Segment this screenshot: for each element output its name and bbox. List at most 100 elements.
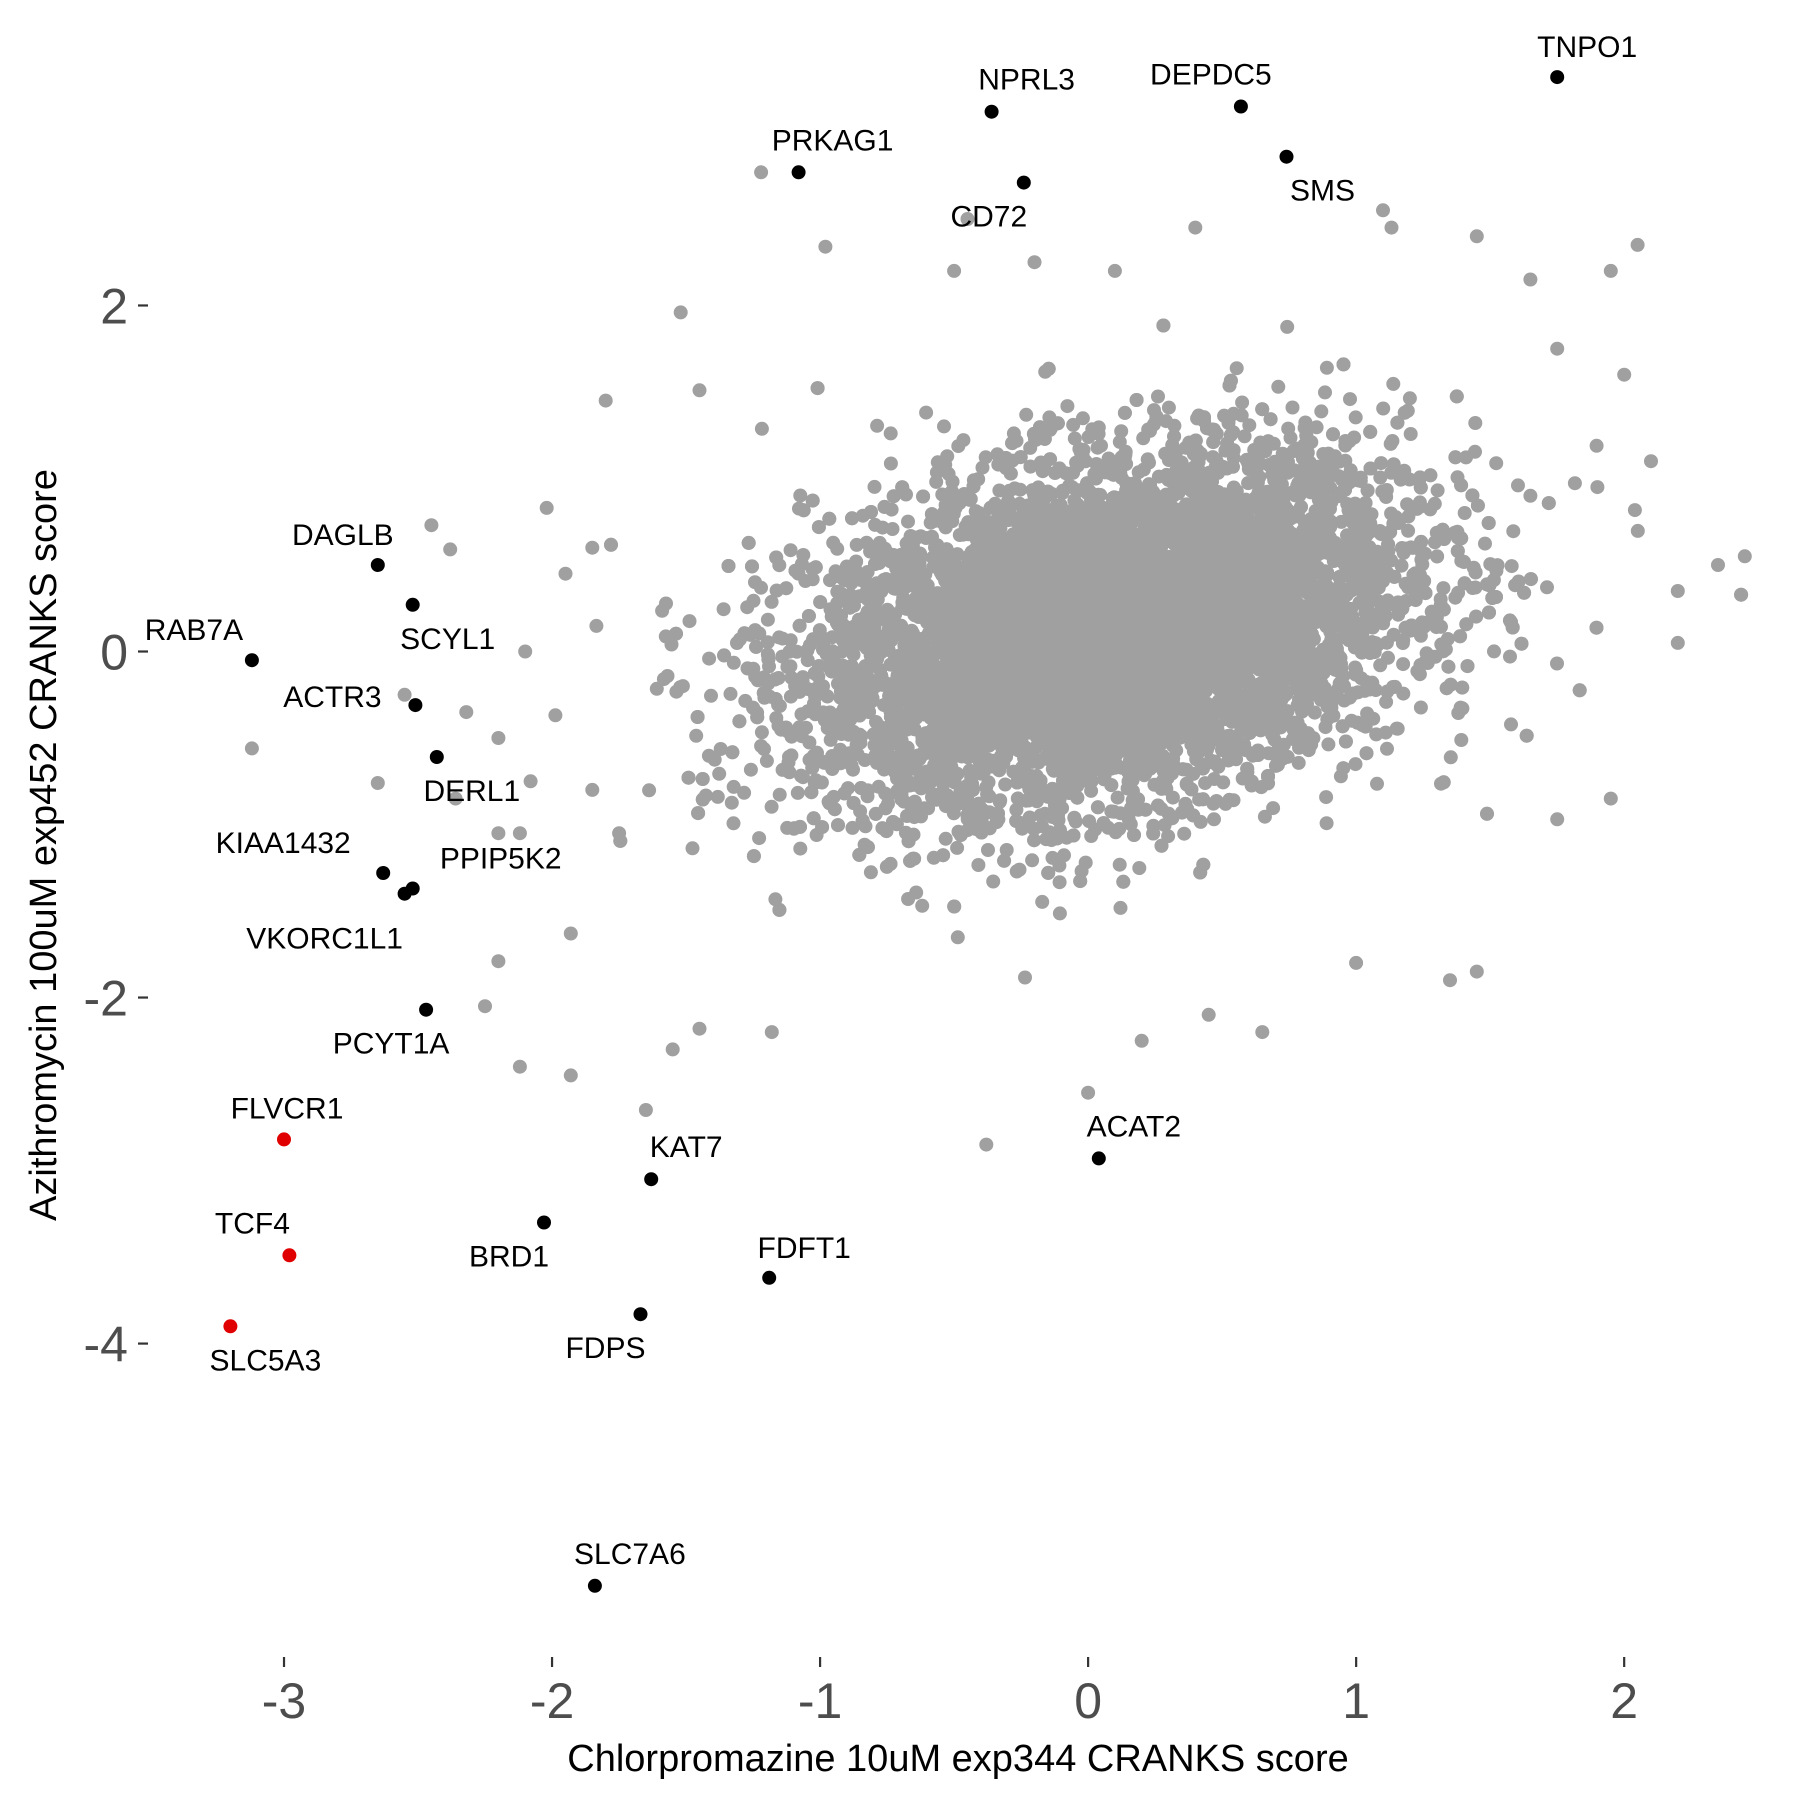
background-point: [1454, 733, 1469, 747]
background-point: [950, 840, 965, 855]
background-point: [1082, 814, 1097, 829]
background-point: [716, 602, 731, 617]
background-point: [986, 874, 1001, 889]
background-point: [1019, 407, 1034, 422]
background-point: [867, 479, 882, 494]
background-point: [1354, 671, 1369, 686]
background-point: [1113, 900, 1128, 915]
background-point: [783, 689, 798, 704]
background-point: [1348, 410, 1363, 425]
background-point: [901, 514, 915, 529]
background-point: [1358, 496, 1373, 510]
background-point: [664, 637, 679, 652]
background-point: [938, 831, 953, 846]
background-point: [1403, 427, 1418, 441]
background-point: [1151, 389, 1165, 404]
background-point: [1396, 657, 1411, 672]
background-point: [1013, 482, 1028, 497]
background-point: [1132, 861, 1147, 875]
background-point: [1177, 826, 1192, 841]
background-point: [752, 831, 767, 846]
background-point: [710, 789, 725, 804]
background-point: [826, 789, 841, 804]
background-point: [1379, 694, 1394, 709]
background-point: [1084, 829, 1099, 843]
background-point: [1280, 319, 1295, 334]
background-point: [1084, 783, 1099, 798]
background-point: [1342, 434, 1357, 449]
background-point: [1242, 418, 1257, 433]
background-point: [1630, 523, 1645, 538]
background-point: [1035, 894, 1050, 909]
background-point: [1504, 559, 1519, 574]
background-point: [915, 898, 930, 913]
background-point: [1114, 424, 1129, 439]
background-point: [1457, 506, 1472, 520]
background-point: [712, 766, 727, 781]
background-point: [1459, 450, 1473, 465]
background-point: [1370, 776, 1384, 791]
background-point: [1380, 741, 1394, 756]
background-point: [1108, 825, 1123, 840]
background-point: [737, 785, 752, 800]
background-point: [1067, 431, 1082, 446]
background-point: [1009, 802, 1024, 817]
background-point: [1374, 456, 1389, 471]
background-point: [1207, 812, 1221, 827]
background-point: [883, 456, 898, 471]
background-point: [1430, 483, 1445, 498]
background-point: [1025, 853, 1040, 868]
background-point: [1567, 476, 1582, 491]
background-point: [1348, 757, 1363, 772]
background-point: [1090, 440, 1105, 455]
background-point: [978, 450, 993, 465]
background-point: [764, 594, 779, 609]
background-point: [1427, 496, 1442, 511]
background-point: [1504, 717, 1518, 732]
background-point: [682, 614, 697, 629]
background-point: [726, 816, 741, 831]
background-point: [704, 688, 718, 703]
background-point: [1052, 906, 1067, 921]
background-point: [796, 548, 811, 562]
background-point: [883, 426, 898, 441]
background-point: [1321, 737, 1336, 752]
background-point: [1018, 970, 1032, 985]
background-point: [723, 686, 738, 701]
background-point: [768, 892, 783, 907]
background-point: [1468, 416, 1483, 430]
background-point: [783, 543, 798, 558]
background-point: [936, 777, 951, 792]
background-point: [992, 483, 1007, 498]
background-point: [950, 930, 965, 945]
background-point: [713, 742, 728, 756]
background-point: [1216, 775, 1231, 790]
background-point: [1052, 461, 1067, 476]
background-point: [1229, 361, 1244, 376]
background-point: [805, 572, 820, 587]
background-point: [919, 405, 934, 420]
background-point: [759, 753, 774, 768]
background-point: [685, 841, 700, 856]
background-point: [937, 419, 951, 434]
background-point: [1540, 580, 1554, 595]
background-point: [1318, 720, 1333, 735]
background-point: [726, 655, 741, 670]
background-point: [743, 762, 758, 777]
background-point: [793, 841, 808, 856]
background-point: [998, 777, 1013, 792]
background-point: [1121, 812, 1136, 827]
background-point: [1343, 392, 1357, 407]
background-point: [1394, 558, 1409, 573]
background-point: [1271, 379, 1286, 394]
background-point: [1257, 809, 1272, 824]
background-points-layer: [244, 165, 1752, 1152]
background-point: [1440, 632, 1455, 646]
background-point: [946, 806, 961, 821]
background-point: [1489, 456, 1504, 471]
background-point: [863, 865, 878, 880]
background-point: [1487, 644, 1501, 659]
background-point: [1348, 660, 1363, 675]
